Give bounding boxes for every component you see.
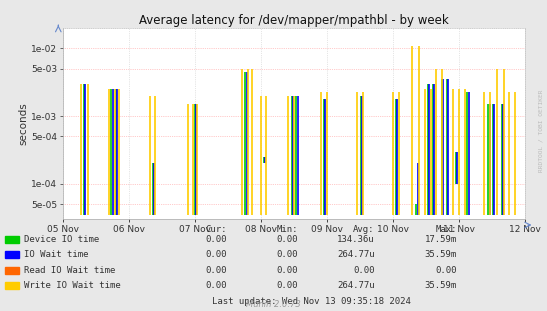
Text: 0.00: 0.00 [277, 281, 298, 290]
Text: Cur:: Cur: [206, 225, 227, 234]
Text: Munin 2.0.73: Munin 2.0.73 [246, 300, 301, 309]
Text: 35.59m: 35.59m [424, 250, 457, 259]
Text: 17.59m: 17.59m [424, 235, 457, 244]
Text: Read IO Wait time: Read IO Wait time [24, 266, 115, 275]
Text: 264.77u: 264.77u [337, 281, 375, 290]
Y-axis label: seconds: seconds [19, 102, 28, 145]
Text: 0.00: 0.00 [206, 250, 227, 259]
Text: Min:: Min: [277, 225, 298, 234]
Text: 134.36u: 134.36u [337, 235, 375, 244]
Text: 264.77u: 264.77u [337, 250, 375, 259]
Text: 0.00: 0.00 [277, 250, 298, 259]
Text: 0.00: 0.00 [277, 266, 298, 275]
Text: 0.00: 0.00 [206, 266, 227, 275]
Text: 0.00: 0.00 [435, 266, 457, 275]
Text: 0.00: 0.00 [353, 266, 375, 275]
Text: Avg:: Avg: [353, 225, 375, 234]
Text: IO Wait time: IO Wait time [24, 250, 88, 259]
Text: 0.00: 0.00 [206, 281, 227, 290]
Text: 35.59m: 35.59m [424, 281, 457, 290]
Text: 0.00: 0.00 [206, 235, 227, 244]
Text: Last update: Wed Nov 13 09:35:18 2024: Last update: Wed Nov 13 09:35:18 2024 [212, 297, 411, 306]
Text: Max:: Max: [435, 225, 457, 234]
Text: 0.00: 0.00 [277, 235, 298, 244]
Text: RRDTOOL / TOBI OETIKER: RRDTOOL / TOBI OETIKER [538, 89, 543, 172]
Text: Write IO Wait time: Write IO Wait time [24, 281, 120, 290]
Text: Device IO time: Device IO time [24, 235, 99, 244]
Title: Average latency for /dev/mapper/mpathbl - by week: Average latency for /dev/mapper/mpathbl … [139, 14, 449, 27]
